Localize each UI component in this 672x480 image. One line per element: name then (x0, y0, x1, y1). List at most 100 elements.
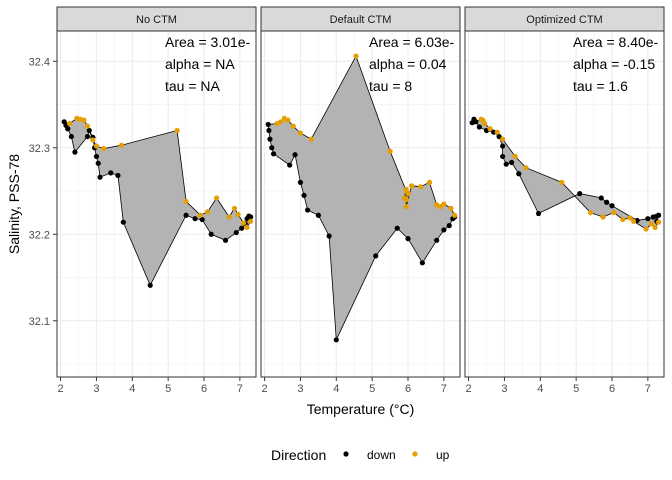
point-up (66, 120, 73, 127)
point-down (577, 191, 583, 197)
x-tick-label: 7 (441, 383, 447, 395)
point-up (426, 179, 433, 185)
point-up (235, 211, 241, 217)
point-down (297, 179, 304, 185)
x-tick-label: 2 (466, 383, 472, 395)
annotation-text: tau = 1.6 (573, 78, 628, 94)
point-down (222, 237, 229, 243)
legend-key (412, 451, 418, 457)
y-tick-label: 32.3 (29, 143, 50, 155)
point-up (174, 127, 180, 134)
point-up (643, 226, 649, 232)
point-down (496, 133, 502, 140)
x-tick-label: 3 (501, 383, 507, 395)
point-down (503, 161, 509, 167)
annotation-text: alpha = 0.04 (369, 56, 447, 72)
point-up (353, 53, 359, 59)
point-down (500, 143, 506, 149)
point-up (197, 212, 204, 218)
facet-panel: Area = 6.03e-alpha = 0.04 tau = 8 Default … (260, 6, 461, 395)
point-down (199, 216, 205, 223)
point-down (233, 229, 239, 236)
facet-panel: Area = 8.40e-alpha = -0.15 tau = 1.6 Optim… (464, 6, 665, 395)
point-down (301, 192, 307, 198)
point-down (108, 170, 114, 176)
point-down (656, 212, 662, 218)
point-up (118, 142, 125, 148)
point-up (408, 183, 415, 189)
annotation-text: Area = 3.01e- (165, 34, 251, 50)
point-down (265, 121, 271, 128)
point-up (652, 224, 658, 230)
legend-label: down (367, 448, 396, 462)
strip-title: Default CTM (330, 14, 392, 26)
point-down (326, 233, 332, 239)
point-down (266, 127, 272, 134)
point-down (120, 219, 126, 225)
point-up (559, 179, 565, 185)
point-down (315, 212, 321, 218)
point-up (84, 123, 91, 129)
x-tick-label: 3 (93, 383, 99, 395)
point-down (65, 126, 71, 132)
point-up (627, 215, 633, 221)
strip-background (56, 6, 257, 32)
point-up (417, 184, 424, 190)
annotation-group: Area = 3.01e-alpha = NA tau = NA (165, 34, 251, 94)
point-down (292, 152, 298, 158)
point-up (101, 146, 107, 152)
annotation-text: alpha = NA (165, 56, 235, 72)
point-up (611, 210, 617, 216)
point-down (373, 253, 379, 259)
point-down (287, 162, 293, 168)
point-up (512, 153, 518, 160)
point-up (656, 219, 662, 225)
legend-title: Direction (271, 447, 326, 463)
point-down (516, 171, 522, 177)
point-up (648, 221, 655, 227)
x-tick-label: 3 (297, 383, 303, 395)
point-down (419, 260, 425, 266)
facet-panel: Area = 3.01e-alpha = NA tau = NA No CTM 2 3 4… (56, 6, 257, 395)
y-tick-label: 32.4 (29, 56, 50, 68)
point-down (208, 231, 214, 237)
point-up (434, 202, 440, 208)
annotation-text: Area = 8.40e- (573, 34, 659, 50)
point-down (239, 225, 245, 231)
point-up (226, 214, 232, 220)
point-down (491, 129, 497, 135)
x-tick-label: 4 (129, 383, 135, 395)
annotation-text: tau = NA (165, 78, 221, 94)
point-up (231, 205, 238, 211)
point-down (476, 124, 482, 130)
strip-background (464, 6, 665, 32)
point-up (403, 188, 409, 194)
point-down (267, 136, 273, 142)
y-tick-label: 32.2 (29, 229, 50, 241)
point-up (452, 212, 458, 218)
point-up (281, 115, 287, 121)
point-down (183, 212, 189, 218)
x-tick-label: 6 (201, 383, 207, 395)
point-up (500, 136, 506, 142)
point-up (441, 201, 447, 207)
annotation-text: tau = 8 (369, 78, 412, 94)
point-down (269, 145, 275, 151)
point-up (403, 197, 409, 203)
y-axis-title: Salinity, PSS-78 (6, 154, 22, 254)
x-tick-label: 7 (237, 383, 243, 395)
point-up (494, 129, 500, 135)
point-down (441, 227, 447, 233)
point-up (213, 195, 220, 201)
point-down (405, 236, 411, 242)
point-up (403, 203, 409, 210)
panel-background (465, 31, 664, 377)
strip-background (260, 6, 461, 32)
point-down (434, 237, 440, 243)
point-up (297, 130, 304, 136)
point-down (192, 216, 198, 222)
point-down (97, 174, 103, 180)
strip-title: Optimized CTM (526, 14, 602, 26)
point-down (509, 159, 515, 166)
